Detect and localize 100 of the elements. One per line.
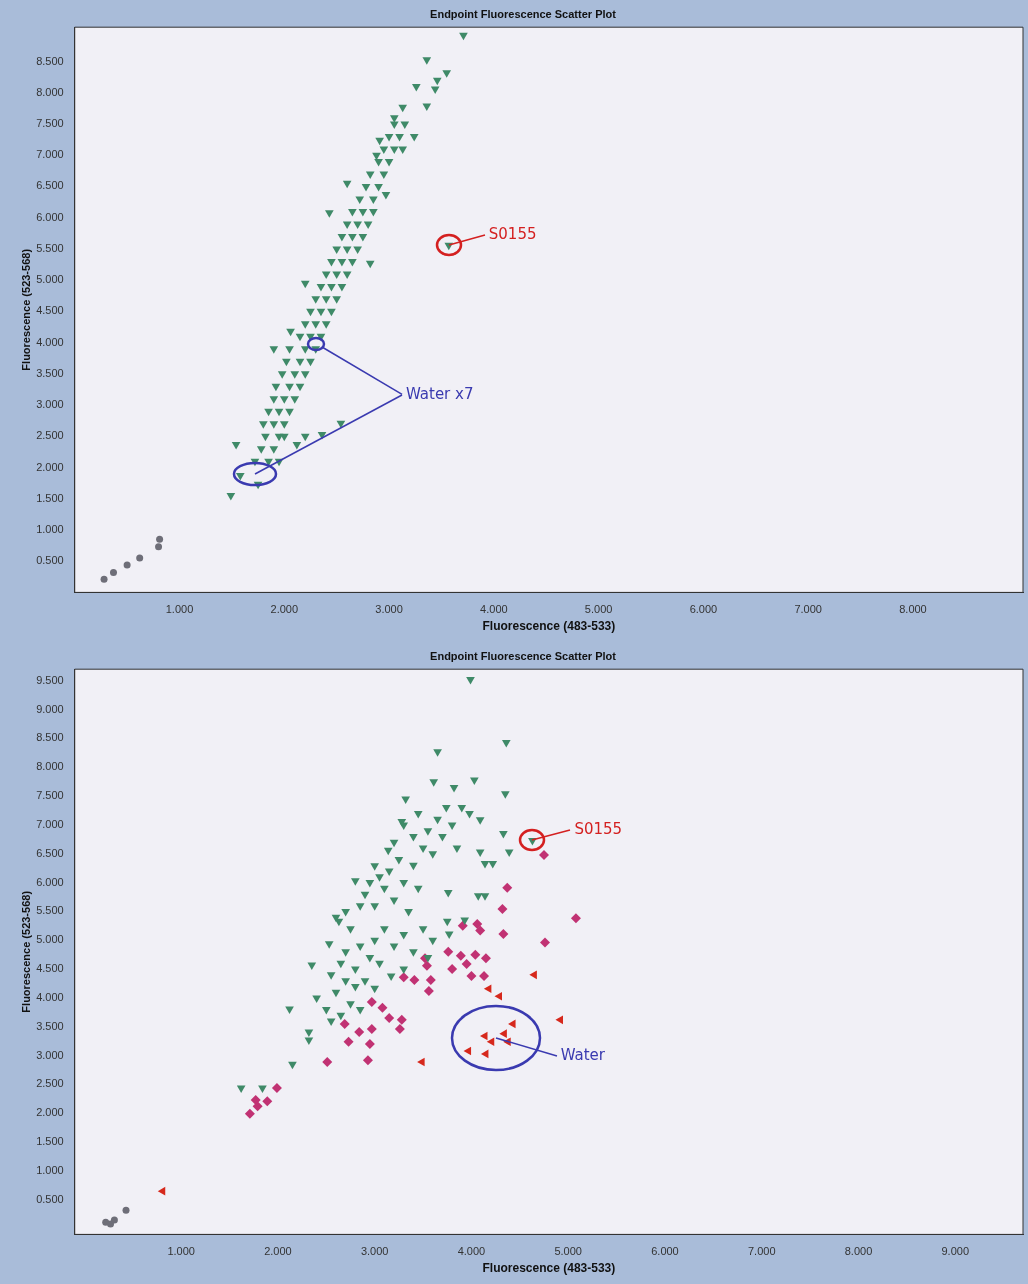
point <box>136 554 144 562</box>
point <box>384 1013 395 1024</box>
y-axis-title: Fluorescence (523-568) <box>19 248 32 371</box>
y-tick-label: 7.000 <box>36 148 64 161</box>
point <box>364 1039 375 1050</box>
point <box>555 1015 563 1025</box>
point <box>421 960 432 971</box>
y-tick-label: 0.500 <box>36 1192 64 1205</box>
y-tick-label: 3.000 <box>36 398 64 411</box>
point <box>480 953 491 964</box>
point <box>508 1019 516 1029</box>
x-tick-label: 5.000 <box>554 1245 582 1258</box>
point <box>423 986 434 997</box>
point <box>539 849 550 860</box>
y-tick-label: 5.500 <box>36 904 64 917</box>
x-tick-label: 7.000 <box>747 1245 776 1258</box>
y-tick-label: 6.500 <box>36 179 64 192</box>
point <box>110 568 117 576</box>
y-tick-label: 5.000 <box>36 933 64 946</box>
y-tick-label: 6.500 <box>36 846 64 859</box>
y-tick-label: 4.500 <box>36 962 64 975</box>
x-axis-title: Fluorescence (483-533) <box>482 1261 616 1276</box>
point <box>455 950 466 961</box>
point <box>394 1024 405 1035</box>
point <box>479 971 490 982</box>
point <box>425 975 436 986</box>
y-tick-label: 5.500 <box>36 241 64 254</box>
point <box>262 1096 273 1107</box>
chart-title: Endpoint Fluorescence Scatter Plot <box>430 7 617 20</box>
y-tick-label: 7.500 <box>36 789 64 802</box>
x-tick-label: 4.000 <box>480 603 508 616</box>
point <box>529 970 537 980</box>
point <box>343 1036 354 1047</box>
annotation: S0155 <box>488 225 537 244</box>
point <box>396 1014 407 1025</box>
point <box>366 996 377 1007</box>
x-tick-label: 7.000 <box>794 603 822 616</box>
point <box>463 1046 472 1056</box>
y-tick-label: 8.000 <box>36 760 64 773</box>
point <box>377 1002 388 1013</box>
x-axis-title: Fluorescence (483-533) <box>482 619 616 634</box>
point <box>470 949 481 960</box>
y-tick-label: 9.500 <box>36 673 64 686</box>
point <box>110 1216 118 1224</box>
y-tick-label: 1.500 <box>36 1135 64 1148</box>
x-tick-label: 1.000 <box>165 603 194 616</box>
y-tick-label: 0.500 <box>36 554 64 567</box>
point <box>417 1057 425 1067</box>
y-tick-label: 2.500 <box>36 429 64 442</box>
point <box>499 1029 507 1039</box>
point <box>157 1186 166 1196</box>
x-tick-label: 4.000 <box>457 1245 486 1258</box>
y-tick-label: 2.500 <box>36 1077 64 1090</box>
x-tick-label: 6.000 <box>689 603 718 616</box>
point <box>354 1026 365 1037</box>
x-tick-label: 8.000 <box>899 603 927 616</box>
point <box>271 1082 282 1093</box>
point <box>398 972 409 983</box>
x-tick-label: 2.000 <box>270 603 299 616</box>
y-tick-label: 3.500 <box>36 366 64 379</box>
point <box>443 946 454 957</box>
point <box>461 958 472 969</box>
x-tick-label: 6.000 <box>651 1245 679 1258</box>
point <box>123 561 131 569</box>
y-tick-label: 8.500 <box>36 731 64 744</box>
y-tick-label: 7.000 <box>36 817 64 830</box>
point <box>480 1031 488 1041</box>
point <box>502 882 513 893</box>
point <box>472 919 483 930</box>
point <box>457 920 468 931</box>
y-tick-label: 5.000 <box>36 273 64 286</box>
point <box>122 1206 130 1214</box>
x-tick-label: 3.000 <box>375 603 403 616</box>
annotation: Water <box>560 1046 606 1065</box>
y-tick-label: 1.500 <box>36 491 64 504</box>
y-tick-label: 6.000 <box>36 210 64 223</box>
y-axis-title: Fluorescence (523-568) <box>19 890 32 1013</box>
point <box>494 991 503 1001</box>
point <box>156 535 164 543</box>
y-tick-label: 3.500 <box>36 1019 64 1032</box>
point <box>486 1037 495 1047</box>
point <box>100 575 108 583</box>
point <box>539 937 550 948</box>
x-tick-label: 2.000 <box>264 1245 292 1258</box>
x-tick-label: 9.000 <box>941 1245 970 1258</box>
x-tick-label: 3.000 <box>360 1245 389 1258</box>
point <box>244 1108 255 1119</box>
y-tick-label: 1.000 <box>36 522 64 535</box>
point <box>483 984 492 994</box>
point <box>466 971 477 982</box>
y-tick-label: 2.000 <box>36 460 64 473</box>
x-tick-label: 8.000 <box>844 1245 873 1258</box>
y-tick-label: 7.500 <box>36 117 64 130</box>
x-tick-label: 1.000 <box>167 1245 195 1258</box>
y-tick-label: 4.000 <box>36 990 64 1003</box>
y-tick-label: 4.000 <box>36 335 64 348</box>
x-tick-label: 5.000 <box>584 603 613 616</box>
y-tick-label: 4.500 <box>36 304 64 317</box>
annotation: Water x7 <box>405 384 474 403</box>
y-tick-label: 2.000 <box>36 1106 64 1119</box>
